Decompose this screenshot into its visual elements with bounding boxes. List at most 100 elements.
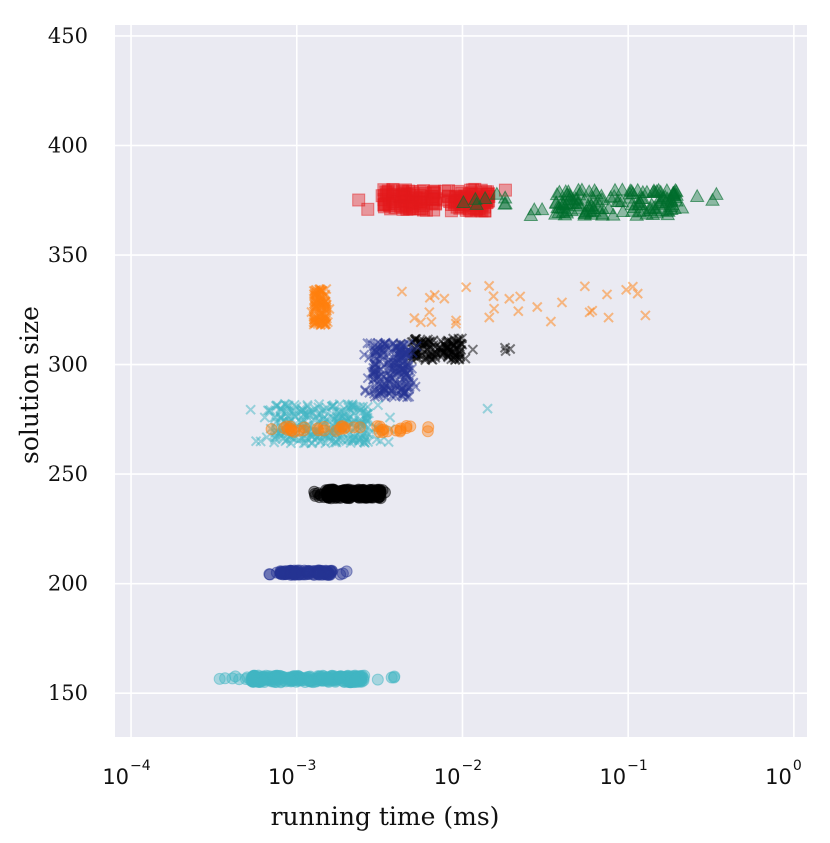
data-point xyxy=(620,284,632,295)
data-point xyxy=(321,672,334,685)
data-point xyxy=(372,399,384,411)
data-point xyxy=(341,435,352,447)
data-point xyxy=(360,486,373,499)
data-point xyxy=(318,424,331,437)
data-point xyxy=(574,182,590,196)
data-point xyxy=(615,203,631,217)
x-tick-exponent: 0 xyxy=(793,758,802,774)
x-tick-base: 10 xyxy=(434,765,461,789)
data-point xyxy=(229,670,242,683)
data-point xyxy=(363,428,375,440)
y-tick-label: 150 xyxy=(48,681,88,705)
data-point xyxy=(365,338,376,349)
data-point xyxy=(298,409,309,420)
data-point xyxy=(278,422,291,435)
data-point xyxy=(406,363,418,374)
data-point xyxy=(649,183,665,198)
data-point xyxy=(483,280,495,292)
data-point xyxy=(388,671,401,684)
data-point xyxy=(579,281,591,292)
data-point xyxy=(378,486,391,499)
data-point xyxy=(360,434,371,445)
data-point xyxy=(653,184,669,198)
data-point xyxy=(288,425,301,438)
data-point xyxy=(310,285,321,296)
data-point xyxy=(383,383,394,394)
data-point xyxy=(250,435,262,447)
data-point xyxy=(514,291,526,302)
data-point xyxy=(303,675,316,688)
data-point xyxy=(497,190,513,204)
data-point xyxy=(378,386,389,397)
data-point xyxy=(666,187,681,201)
data-point xyxy=(398,364,410,376)
data-point xyxy=(281,400,293,412)
data-point xyxy=(369,360,381,371)
data-point xyxy=(320,300,331,311)
data-point xyxy=(489,186,505,200)
data-point xyxy=(405,373,416,385)
x-tick-base: 10 xyxy=(268,765,295,789)
data-point xyxy=(422,421,435,434)
data-point xyxy=(384,412,396,423)
grid-lines xyxy=(115,25,807,737)
data-point xyxy=(371,673,384,686)
y-tick-labels: 150 200 250 300 350 400 450 xyxy=(48,24,88,705)
data-point xyxy=(314,436,326,447)
x-tick-exponent: −4 xyxy=(130,758,151,774)
data-point xyxy=(323,427,334,438)
x-tick-exponent: −3 xyxy=(296,758,317,774)
data-point xyxy=(632,288,643,299)
data-point xyxy=(450,318,462,329)
data-point xyxy=(424,292,436,303)
data-point xyxy=(352,193,366,207)
data-point xyxy=(556,297,568,308)
data-point xyxy=(270,412,282,423)
data-point xyxy=(500,345,511,357)
data-point xyxy=(319,405,331,417)
data-point xyxy=(349,673,362,686)
data-point xyxy=(532,301,543,313)
data-point xyxy=(562,191,577,205)
data-point xyxy=(377,423,390,436)
data-point xyxy=(606,188,622,203)
data-point xyxy=(484,312,495,323)
data-point xyxy=(409,312,420,324)
x-tick-label: 10 −4 xyxy=(102,758,150,789)
data-point xyxy=(411,341,422,352)
data-point xyxy=(313,402,324,413)
y-tick-label: 200 xyxy=(48,572,88,596)
data-point xyxy=(504,293,515,304)
data-point xyxy=(549,186,565,201)
data-point xyxy=(391,388,403,399)
data-point xyxy=(601,289,613,300)
data-point xyxy=(321,490,334,503)
data-point xyxy=(689,188,705,202)
data-point xyxy=(245,404,256,415)
data-point xyxy=(634,190,649,205)
data-point xyxy=(403,338,414,349)
data-point xyxy=(622,183,638,197)
x-tick-label: 10 −3 xyxy=(268,758,316,789)
data-point xyxy=(384,363,395,374)
data-point xyxy=(439,293,450,304)
data-point xyxy=(310,296,321,307)
y-tick-label: 400 xyxy=(48,133,88,157)
x-tick-base: 10 xyxy=(765,765,792,789)
data-point xyxy=(355,404,366,416)
plot-area xyxy=(115,25,807,737)
data-point xyxy=(424,306,435,318)
data-point xyxy=(569,198,584,212)
data-point xyxy=(271,400,282,411)
data-point xyxy=(605,207,621,221)
data-point xyxy=(336,420,349,433)
data-point xyxy=(329,429,340,441)
x-tick-label: 10 0 xyxy=(765,758,802,789)
data-point xyxy=(450,315,462,326)
data-point xyxy=(614,194,630,208)
data-point xyxy=(383,436,394,448)
data-point xyxy=(404,420,417,433)
data-point xyxy=(403,347,414,358)
data-point xyxy=(415,317,427,328)
